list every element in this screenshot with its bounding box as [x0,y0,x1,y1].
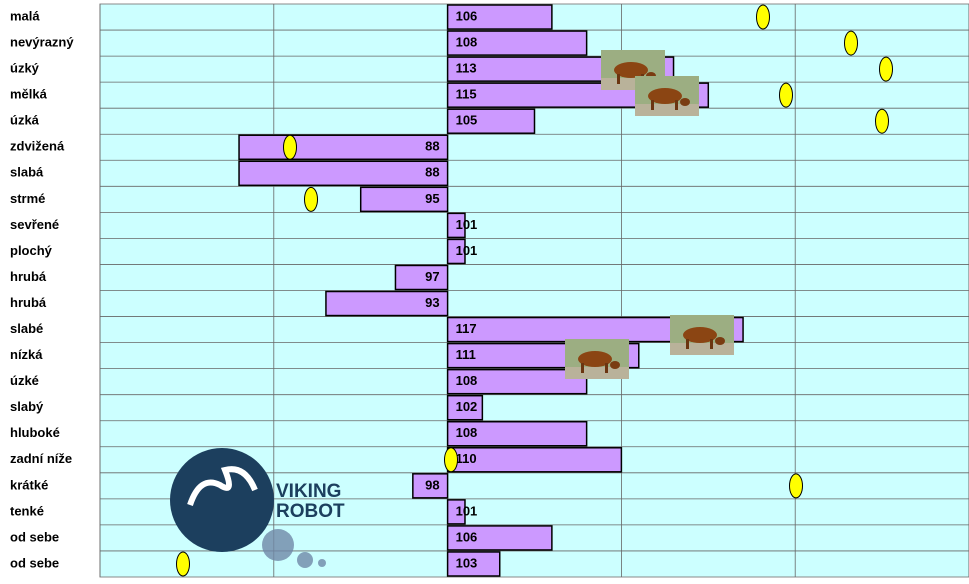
data-label: 101 [456,243,478,258]
data-label: 108 [456,35,478,50]
data-label: 105 [456,113,478,128]
y-tick-label: sevřené [10,217,59,232]
y-tick-label: plochý [10,243,53,258]
data-label: 108 [456,373,478,388]
data-label: 95 [425,191,439,206]
y-tick-label: hluboké [10,425,60,440]
y-tick-label: nízká [10,347,43,362]
y-tick-label: zdvižená [10,139,65,154]
data-label: 103 [456,555,478,570]
y-tick-label: úzký [10,61,40,76]
data-label: 88 [425,139,439,154]
bar [239,135,448,159]
y-tick-label: úzké [10,373,39,388]
yellow-oval [780,83,793,107]
yellow-oval [177,552,190,576]
logo-text: ROBOT [276,501,345,522]
y-tick-label: tenké [10,503,44,518]
y-tick-label: od sebe [10,555,59,570]
cow-image [670,315,734,355]
data-label: 108 [456,425,478,440]
data-label: 98 [425,477,439,492]
yellow-oval [845,31,858,55]
chart: 106 108 113 115 105 88 88 95 101 101 97 93 117 111 108… [0,0,969,579]
yellow-oval [790,474,803,498]
y-tick-label: hrubá [10,269,47,284]
data-label: 106 [456,529,478,544]
y-tick-label: strmé [10,191,45,206]
data-label: 102 [456,399,478,414]
y-tick-label: od sebe [10,529,59,544]
data-label: 101 [456,217,478,232]
data-label: 101 [456,503,478,518]
yellow-oval [284,135,297,159]
y-tick-label: slabý [10,399,44,414]
bar [395,265,447,289]
data-label: 115 [456,87,477,102]
cow-image [565,339,629,379]
yellow-oval [880,57,893,81]
y-tick-label: slabé [10,321,43,336]
data-label: 106 [456,8,478,23]
data-label: 113 [456,61,477,76]
data-label: 110 [456,451,477,466]
y-tick-label: mělká [10,87,48,102]
y-tick-label: slabá [10,165,44,180]
y-tick-label: úzká [10,113,40,128]
yellow-oval [445,448,458,472]
bar [239,161,448,185]
y-tick-label: nevýrazný [10,35,74,50]
y-tick-label: krátké [10,477,48,492]
logo-text: VIKING [276,481,341,502]
yellow-oval [757,5,770,29]
data-label: 97 [425,269,439,284]
data-label: 88 [425,165,439,180]
yellow-oval [876,109,889,133]
y-tick-label: hrubá [10,295,47,310]
y-tick-label: zadní níže [10,451,72,466]
data-label: 93 [425,295,439,310]
data-label: 111 [456,347,476,362]
y-tick-label: malá [10,8,40,23]
data-label: 117 [456,321,477,336]
cow-image [635,76,699,116]
yellow-oval [305,187,318,211]
